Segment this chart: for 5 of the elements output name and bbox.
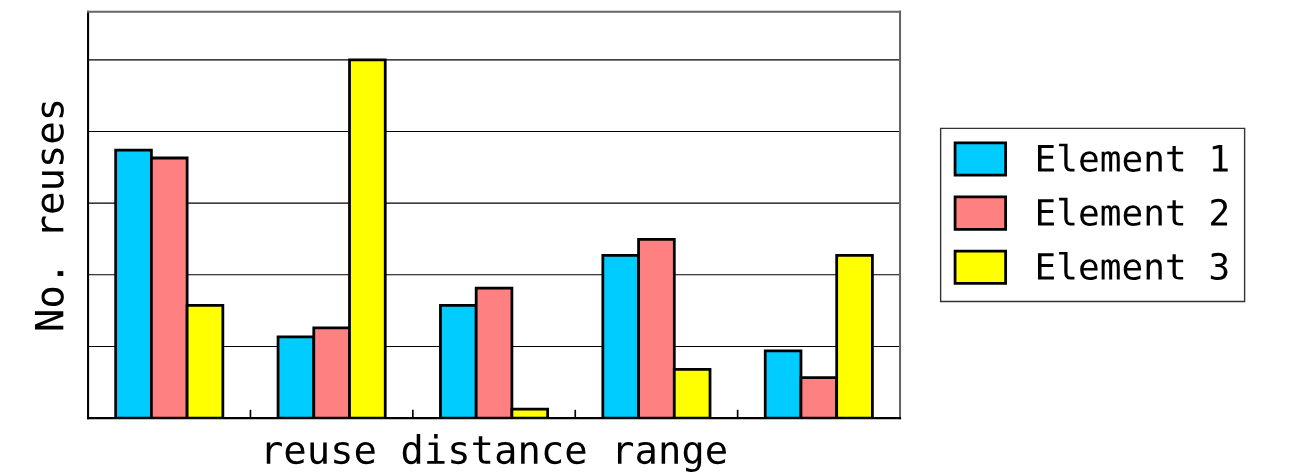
x-axis-title: reuse distance range	[266, 434, 726, 473]
legend-label: Element 1	[1037, 143, 1228, 172]
legend-label: Element 2	[1037, 197, 1228, 226]
legend-label: Element 3	[1037, 251, 1228, 281]
y-axis-title: No. reuses	[34, 101, 64, 330]
